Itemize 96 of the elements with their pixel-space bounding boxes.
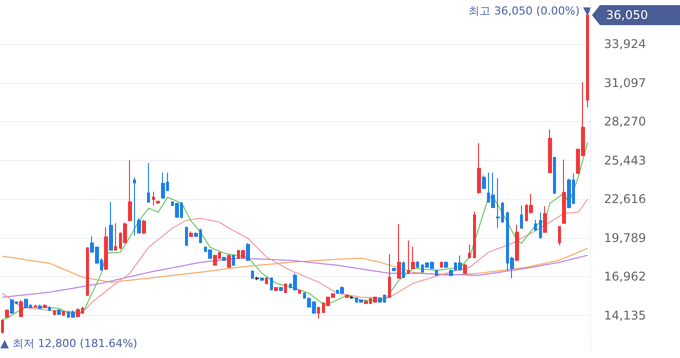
candlestick — [293, 272, 297, 291]
line-series — [2, 248, 588, 283]
candlestick — [562, 159, 566, 224]
candlestick — [161, 172, 165, 200]
candlestick — [440, 261, 443, 268]
candlestick — [558, 226, 561, 246]
candlestick — [496, 178, 500, 229]
candlestick — [298, 289, 301, 294]
candlestick — [397, 223, 401, 280]
candlestick — [392, 267, 396, 272]
candlestick — [473, 211, 476, 259]
candlestick — [255, 276, 259, 281]
candlestick — [5, 309, 9, 318]
candlestick — [515, 224, 519, 262]
candlestick — [1, 318, 4, 334]
candlestick — [411, 246, 415, 270]
candlestick — [71, 310, 75, 318]
candlestick — [43, 304, 47, 309]
candlestick — [227, 254, 231, 268]
candlestick — [543, 206, 547, 234]
y-tick-label: 22,616 — [604, 192, 646, 206]
candlestick — [364, 300, 368, 305]
candlestick — [147, 162, 150, 204]
candlestick — [109, 202, 113, 252]
candlestick — [482, 174, 486, 189]
line-series — [2, 254, 588, 298]
candlestick — [350, 295, 353, 300]
candlestick — [222, 256, 226, 262]
y-tick-label: 33,924 — [604, 37, 646, 52]
candlestick — [340, 286, 344, 294]
candlestick — [213, 254, 217, 266]
candlestick — [359, 298, 363, 304]
candlestick — [274, 286, 278, 292]
y-tick-label: 19,789 — [604, 230, 646, 245]
candlestick — [553, 156, 556, 194]
candlestick — [402, 261, 405, 279]
candlestick — [284, 283, 287, 294]
candlestick — [458, 254, 462, 272]
candlestick — [48, 306, 51, 312]
line-series — [2, 142, 588, 320]
candlestick — [156, 200, 160, 205]
candlestick — [142, 219, 146, 235]
y-tick-label: 16,962 — [604, 270, 646, 284]
candlestick — [520, 204, 523, 230]
candlestick — [477, 142, 481, 194]
candlestick — [246, 242, 250, 262]
candlestick — [189, 231, 193, 238]
candlestick — [463, 263, 467, 274]
candlestick — [279, 286, 283, 292]
candlestick — [345, 294, 349, 298]
candlestick — [378, 296, 382, 304]
candlestick — [133, 176, 136, 236]
candlestick — [19, 300, 23, 318]
candlestick — [114, 222, 117, 252]
candlestick — [416, 260, 419, 268]
candlestick — [128, 160, 132, 222]
candlestick — [34, 304, 37, 308]
line-series — [2, 198, 588, 313]
candlestick — [539, 212, 542, 239]
candlestick — [232, 254, 235, 266]
candlestick — [53, 310, 56, 316]
candlestick — [57, 308, 61, 315]
candlestick — [137, 218, 141, 234]
candlestick — [548, 128, 552, 174]
candlestick — [185, 226, 188, 246]
candlestick — [241, 250, 245, 259]
candlestick — [104, 226, 108, 270]
candlestick — [62, 310, 65, 316]
candlestick — [76, 308, 80, 318]
candlestick — [388, 254, 391, 298]
candlestick — [10, 298, 14, 314]
candlestick — [435, 269, 438, 277]
candlestick — [317, 306, 320, 319]
candlestick — [444, 261, 448, 268]
candlestick — [152, 191, 155, 206]
candlestick — [265, 276, 268, 285]
candlestick — [468, 244, 471, 259]
annotation: ▲ 최저 12,800 (181.64%) — [0, 337, 138, 350]
candlestick — [260, 276, 264, 282]
candlestick — [38, 304, 42, 310]
candlestick — [24, 298, 28, 309]
y-tick-label: 31,097 — [604, 76, 646, 90]
y-tick-label: 25,443 — [604, 153, 646, 168]
candlestick — [534, 219, 537, 232]
candlestick — [251, 270, 254, 280]
candlestick — [86, 246, 89, 296]
y-tick-label: 28,270 — [604, 114, 646, 129]
candlestick — [208, 248, 212, 260]
candlestick — [586, 14, 589, 108]
candlestick — [270, 276, 273, 291]
candlestick — [407, 240, 410, 274]
candlestick — [491, 172, 495, 208]
y-tick-label: 14,135 — [604, 308, 646, 322]
text: 36,050 — [606, 8, 648, 22]
candlestick — [175, 202, 179, 218]
candlestick — [373, 296, 377, 304]
